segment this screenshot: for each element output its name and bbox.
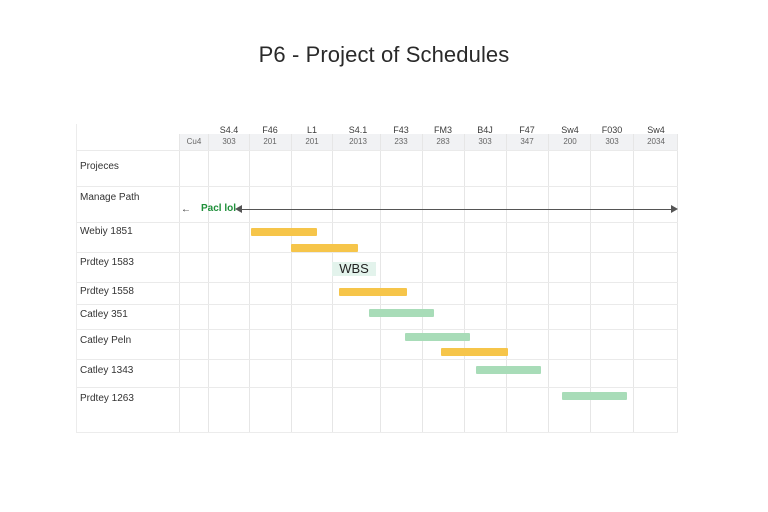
grid-line (633, 134, 634, 432)
gantt-bar[interactable] (405, 333, 470, 341)
timeline-top-label: F43 (393, 125, 409, 135)
timeline-top-label: F47 (519, 125, 535, 135)
timeline-top-label: F030 (601, 125, 623, 135)
arrow-head-right-icon (671, 205, 678, 213)
row-line (77, 387, 678, 388)
grid-line (291, 134, 292, 432)
row-line (77, 329, 678, 330)
row-label-task[interactable]: Prdtey 1263 (80, 393, 134, 404)
grid-line (677, 134, 678, 432)
row-line (77, 282, 678, 283)
timeline-sub-label: 233 (394, 137, 408, 146)
grid-line (464, 134, 465, 432)
row-label-task[interactable]: Webiy 1851 (80, 226, 133, 237)
timeline-top-label: B4J (477, 125, 493, 135)
row-label-projects[interactable]: Projeces (80, 161, 119, 172)
window-title: P6 - Project of Schedules (258, 42, 510, 67)
timeline-sub-label: 303 (222, 137, 236, 146)
timeline-top-label: S4.1 (348, 125, 368, 135)
grid-line (332, 134, 333, 432)
gantt-bar[interactable] (291, 244, 358, 252)
timeline-sub-label: 283 (436, 137, 450, 146)
gantt-bar[interactable] (476, 366, 541, 374)
grid-line (249, 134, 250, 432)
row-line (77, 359, 678, 360)
timeline-sub-label: 303 (478, 137, 492, 146)
gantt-bar[interactable] (251, 228, 317, 236)
timeline-sub-label: 2013 (349, 137, 367, 146)
grid-line (208, 134, 209, 432)
grid-line (548, 134, 549, 432)
row-label-task[interactable]: Prdtey 1583 (80, 257, 134, 268)
row-label-task[interactable]: Prdtey 1558 (80, 286, 134, 297)
timeline-top-label: Sw4 (561, 125, 579, 135)
grid-line (590, 134, 591, 432)
timeline-sub-label: 2034 (647, 137, 665, 146)
timeline-sub-label: 303 (605, 137, 619, 146)
grid-line (179, 134, 180, 432)
row-line (77, 222, 678, 223)
timeline-sub-label: 201 (263, 137, 277, 146)
milestone-label: Pacl lol (201, 203, 237, 214)
row-line (77, 252, 678, 253)
gantt-bar[interactable] (369, 309, 434, 317)
timeline-sub-label: 347 (520, 137, 534, 146)
row-label-manage-path[interactable]: Manage Path (80, 192, 140, 203)
grid-line (422, 134, 423, 432)
timeline-top-label: L1 (306, 125, 317, 135)
timeline-top-label: FM3 (434, 125, 452, 135)
timeline-top-label: F46 (262, 125, 278, 135)
row-label-task[interactable]: Catley Peln (80, 335, 132, 346)
timeline-sub-label: 201 (305, 137, 319, 146)
arrow-left-icon: ← (181, 204, 191, 215)
row-label-task[interactable]: Catley 351 (80, 309, 128, 320)
gantt-bar[interactable] (339, 288, 407, 296)
row-line (77, 304, 678, 305)
row-line (77, 150, 678, 151)
milestone-span-line (238, 209, 675, 210)
timeline-top-label: S4.4 (219, 125, 239, 135)
grid-line (506, 134, 507, 432)
gantt-chart: S4.4 F46 L1 S4.1 F43 FM3 B4J F47 Sw4 F03… (76, 124, 678, 433)
wbs-tag: WBS (332, 262, 376, 276)
timeline-top-label: Sw4 (647, 125, 665, 135)
gantt-bar[interactable] (562, 392, 627, 400)
timeline-sub-label: 200 (563, 137, 577, 146)
timeline-subheader (180, 134, 678, 150)
grid-line (380, 134, 381, 432)
row-line (77, 186, 678, 187)
gantt-bar[interactable] (441, 348, 508, 356)
timeline-sub-label: Cu4 (186, 137, 202, 146)
row-label-task[interactable]: Catley 1343 (80, 365, 134, 376)
